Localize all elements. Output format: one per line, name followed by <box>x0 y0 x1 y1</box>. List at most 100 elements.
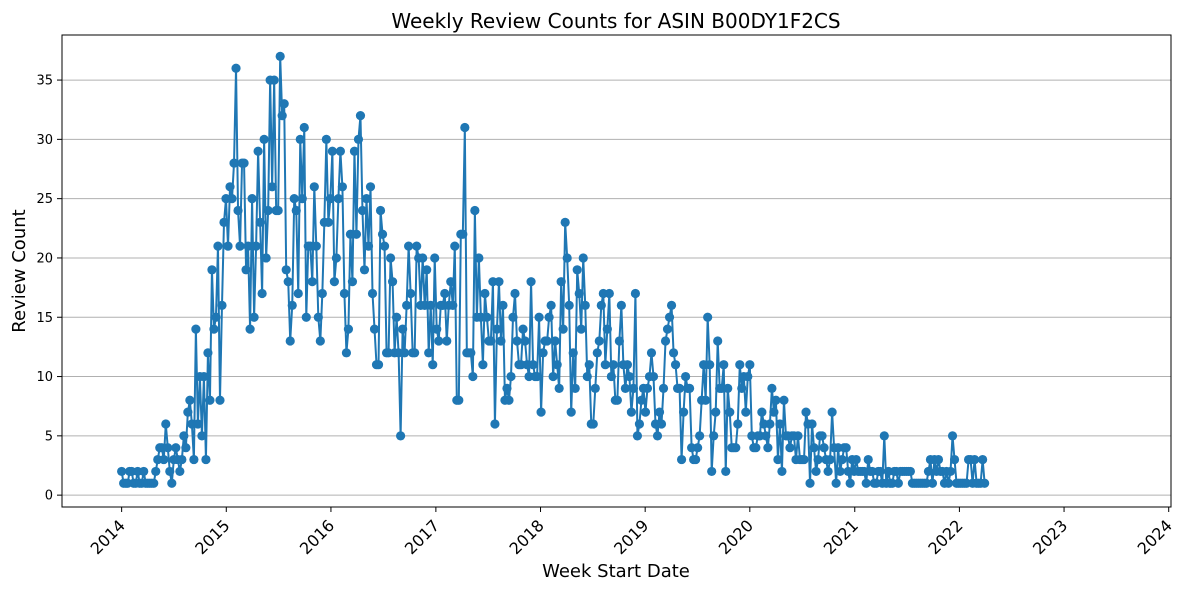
data-point <box>905 466 915 477</box>
data-point <box>779 395 789 405</box>
data-point <box>646 348 657 358</box>
data-point <box>225 182 235 192</box>
data-point <box>825 454 835 465</box>
data-point <box>827 407 837 417</box>
data-point <box>197 431 207 441</box>
data-point <box>721 466 731 477</box>
data-point <box>947 431 958 441</box>
data-point <box>454 395 464 405</box>
data-point <box>614 336 624 346</box>
data-point <box>576 324 586 334</box>
data-point <box>151 466 161 477</box>
data-point <box>538 348 548 358</box>
data-point <box>446 277 456 287</box>
data-point <box>275 51 285 61</box>
data-point <box>139 466 149 477</box>
data-point <box>323 217 333 227</box>
data-point <box>211 312 221 322</box>
data-point <box>713 336 723 346</box>
data-point <box>482 312 492 322</box>
data-point <box>769 407 779 417</box>
x-tick-label: 2019 <box>610 516 652 558</box>
data-point <box>255 217 265 227</box>
data-point <box>685 383 695 394</box>
data-point <box>321 134 331 144</box>
y-axis-label: Review Count <box>9 209 30 332</box>
x-tick-label: 2024 <box>1134 516 1176 558</box>
x-tick-label: 2015 <box>191 516 233 558</box>
data-point <box>508 312 518 322</box>
data-point <box>351 229 362 239</box>
data-point <box>668 348 679 358</box>
data-point <box>654 407 665 417</box>
data-point <box>207 265 217 275</box>
data-point <box>626 407 637 417</box>
data-point <box>771 395 781 405</box>
data-point <box>574 288 584 299</box>
data-point <box>245 324 255 334</box>
data-point <box>735 360 745 370</box>
data-point <box>367 288 378 299</box>
x-tick-label: 2021 <box>820 516 862 558</box>
data-point <box>648 371 659 382</box>
grid-lines <box>62 79 1171 496</box>
data-point <box>418 253 428 263</box>
data-point <box>695 431 705 441</box>
data-point <box>662 324 673 334</box>
data-point <box>831 478 841 488</box>
data-point <box>460 122 470 133</box>
data-point <box>616 300 626 310</box>
data-point <box>289 194 299 204</box>
data-point <box>845 478 855 488</box>
data-point <box>544 312 554 322</box>
data-point <box>670 360 681 370</box>
data-point <box>767 383 777 394</box>
data-point <box>542 336 552 346</box>
data-point <box>813 454 823 465</box>
data-point <box>283 277 293 287</box>
data-point <box>811 466 821 477</box>
data-point <box>552 360 562 370</box>
data-point <box>434 336 444 346</box>
data-point <box>404 241 414 251</box>
data-point <box>301 312 311 322</box>
data-point <box>353 134 364 144</box>
data-point <box>558 324 568 334</box>
data-point <box>385 253 396 263</box>
data-point <box>159 454 169 465</box>
data-point <box>807 419 817 429</box>
data-point <box>361 194 372 204</box>
data-point <box>632 431 643 441</box>
data-point <box>478 360 488 370</box>
data-point <box>347 277 358 287</box>
data-point <box>801 407 811 417</box>
data-point <box>927 478 938 488</box>
data-point <box>785 443 795 453</box>
data-point <box>526 277 536 287</box>
data-point <box>402 300 412 310</box>
data-point <box>510 288 520 299</box>
data-point <box>193 419 203 429</box>
data-point <box>674 383 685 394</box>
data-point <box>496 336 506 346</box>
y-tick-label: 5 <box>45 429 53 444</box>
data-point <box>841 443 851 453</box>
data-point <box>480 288 490 299</box>
data-point <box>199 371 209 382</box>
data-point <box>566 407 576 417</box>
data-point <box>560 217 570 227</box>
data-point <box>751 443 761 453</box>
data-point <box>554 383 564 394</box>
data-point <box>235 241 245 251</box>
data-point <box>943 478 954 488</box>
data-point <box>486 336 496 346</box>
data-point <box>630 288 641 299</box>
data-point <box>247 194 257 204</box>
data-point <box>578 253 588 263</box>
data-point <box>596 300 606 310</box>
data-point <box>181 443 191 453</box>
x-tick-label: 2016 <box>296 516 338 558</box>
data-point <box>875 466 885 477</box>
data-point <box>546 300 556 310</box>
data-point <box>819 443 829 453</box>
